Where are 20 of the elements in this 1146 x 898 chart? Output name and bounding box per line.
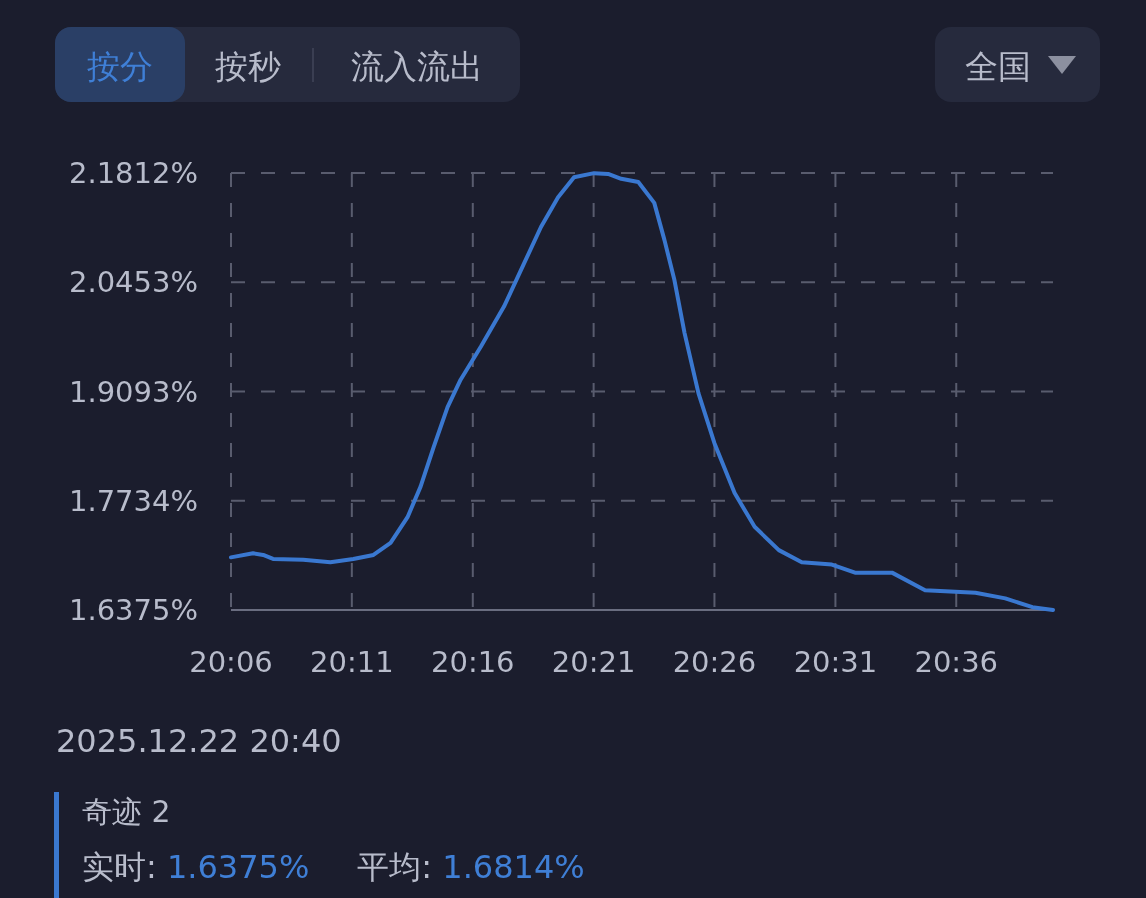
text: 全国 — [965, 47, 1031, 86]
x-tick-label: 20:16 — [431, 645, 515, 679]
x-tick-label: 20:26 — [672, 645, 757, 679]
text: 实时: 1.6375% — [82, 848, 310, 886]
y-tick-label: 1.6375% — [68, 593, 198, 627]
x-tick-label: 20:06 — [189, 645, 273, 679]
y-tick-label: 1.9093% — [68, 374, 198, 409]
y-tick-label: 2.0453% — [68, 265, 198, 300]
text: 平均: 1.6814% — [357, 848, 585, 886]
x-tick-label: 20:11 — [310, 645, 394, 679]
y-tick-label: 2.1812% — [68, 156, 198, 190]
text: 流入流出 — [351, 47, 483, 86]
text: 按分 — [87, 47, 153, 86]
x-tick-label: 20:31 — [793, 645, 878, 679]
x-tick-label: 20:36 — [914, 645, 999, 679]
text: 2025.12.22 20:40 — [56, 722, 342, 760]
text: 按秒 — [215, 47, 281, 86]
line-series — [229, 171, 1055, 612]
y-tick-label: 1.7734% — [68, 483, 198, 518]
x-tick-label: 20:21 — [551, 645, 636, 679]
